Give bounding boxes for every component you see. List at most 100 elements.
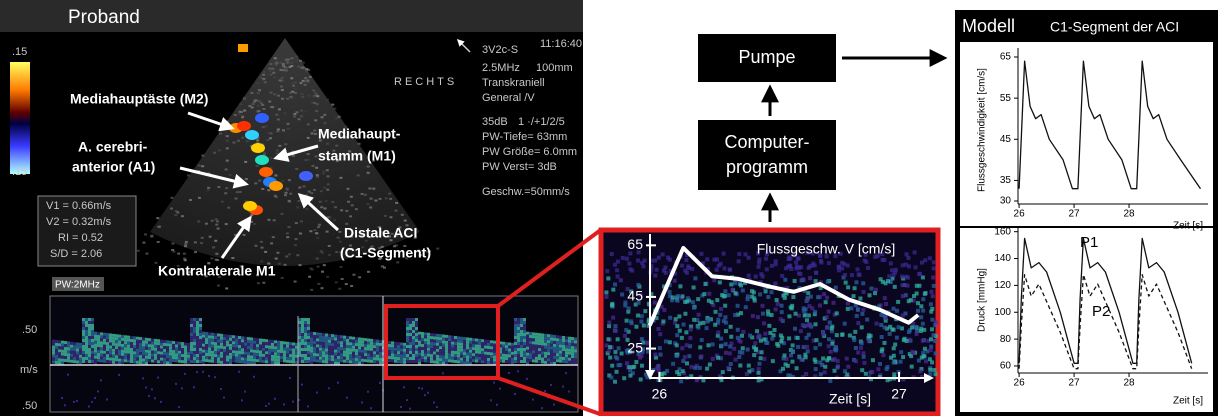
- spectrum-dot: [244, 346, 247, 349]
- spectrum-dot: [94, 332, 97, 335]
- spectrum-dot: [145, 359, 148, 362]
- noise-dot: [707, 318, 711, 322]
- spectrum-dot: [553, 359, 556, 362]
- spectrum-dot: [325, 348, 328, 351]
- spectrum-dot: [190, 354, 193, 357]
- spectrum-dot: [163, 346, 166, 349]
- spectrum-dot: [523, 330, 526, 333]
- spectrum-dot: [490, 358, 493, 361]
- noise-dot: [442, 372, 444, 374]
- noise-dot: [910, 365, 914, 369]
- spectrum-dot: [118, 347, 121, 350]
- spectrum-dot: [145, 356, 148, 359]
- spectrum-dot: [349, 345, 352, 348]
- spectrum-dot: [172, 347, 175, 350]
- noise-dot: [929, 348, 933, 352]
- speckle-dot: [350, 196, 353, 198]
- spectrum-dot: [472, 359, 475, 362]
- noise-dot: [644, 373, 648, 377]
- spectrum-dot: [103, 360, 106, 363]
- spectrum-dot: [112, 352, 115, 355]
- noise-dot: [723, 294, 727, 298]
- spectrum-dot: [343, 342, 346, 345]
- noise-dot: [283, 403, 285, 405]
- x-tick-label: 26: [1014, 378, 1026, 389]
- spectrum-dot: [199, 354, 202, 357]
- noise-dot: [928, 368, 932, 372]
- spectrum-dot: [331, 349, 334, 352]
- spectrum-dot: [415, 318, 418, 321]
- noise-dot: [860, 341, 864, 345]
- noise-dot: [729, 335, 733, 339]
- spectrum-dot: [568, 358, 571, 361]
- spectrum-dot: [61, 347, 64, 350]
- spectrum-dot: [244, 349, 247, 352]
- noise-dot: [861, 281, 865, 285]
- noise-dot: [919, 315, 923, 319]
- spectrum-dot: [196, 360, 199, 363]
- spectrum-dot: [301, 330, 304, 333]
- spectrum-dot: [310, 362, 313, 365]
- noise-dot: [808, 276, 812, 280]
- spectrum-dot: [70, 348, 73, 351]
- noise-dot: [756, 315, 760, 319]
- spectrum-dot: [205, 338, 208, 341]
- spectrum-dot: [76, 342, 79, 345]
- noise-dot: [869, 286, 873, 290]
- spectrum-dot: [103, 336, 106, 339]
- spectrum-dot: [373, 357, 376, 360]
- spectrum-dot: [517, 357, 520, 360]
- noise-dot: [664, 339, 668, 343]
- spectrum-dot: [340, 356, 343, 359]
- spectrum-dot: [334, 356, 337, 359]
- spectrum-dot: [463, 337, 466, 340]
- spectrum-dot: [289, 351, 292, 354]
- spectrum-dot: [547, 346, 550, 349]
- noise-dot: [700, 338, 704, 342]
- spectrum-dot: [313, 335, 316, 338]
- spectrum-dot: [388, 350, 391, 353]
- spectrum-dot: [487, 361, 490, 364]
- spectrum-dot: [349, 354, 352, 357]
- spectrum-dot: [280, 347, 283, 350]
- spectrum-dot: [124, 335, 127, 338]
- spectrum-dot: [340, 353, 343, 356]
- spectrum-dot: [211, 354, 214, 357]
- spectrum-dot: [361, 356, 364, 359]
- spectrum-dot: [559, 360, 562, 363]
- noise-dot: [845, 357, 849, 361]
- spectrum-dot: [91, 327, 94, 330]
- spectrum-dot: [148, 359, 151, 362]
- noise-dot: [794, 260, 798, 264]
- spectrum-dot: [175, 347, 178, 350]
- spectrum-dot: [88, 339, 91, 342]
- spectrum-dot: [442, 338, 445, 341]
- spectrum-dot: [394, 342, 397, 345]
- noise-dot: [238, 371, 240, 373]
- spectrum-dot: [553, 335, 556, 338]
- spectrum-dot: [481, 351, 484, 354]
- speckle-dot: [175, 210, 178, 212]
- noise-dot: [860, 325, 864, 329]
- spectrum-dot: [349, 336, 352, 339]
- noise-dot: [932, 266, 936, 270]
- spectrum-dot: [229, 356, 232, 359]
- noise-dot: [892, 372, 896, 376]
- spectrum-dot: [517, 333, 520, 336]
- speckle-dot: [289, 193, 292, 195]
- spectrum-dot: [256, 341, 259, 344]
- spectrum-dot: [115, 361, 118, 364]
- spectrum-dot: [418, 350, 421, 353]
- speckle-dot: [278, 145, 281, 147]
- speckle-dot: [281, 89, 284, 91]
- noise-dot: [786, 373, 790, 377]
- spectrum-dot: [544, 340, 547, 343]
- noise-dot: [684, 258, 688, 262]
- speckle-dot: [213, 152, 216, 154]
- spectrum-dot: [406, 351, 409, 354]
- spectrum-dot: [574, 358, 577, 361]
- noise-dot: [921, 309, 925, 313]
- speckle-dot: [198, 197, 201, 199]
- spectrum-dot: [535, 354, 538, 357]
- noise-dot: [846, 365, 850, 369]
